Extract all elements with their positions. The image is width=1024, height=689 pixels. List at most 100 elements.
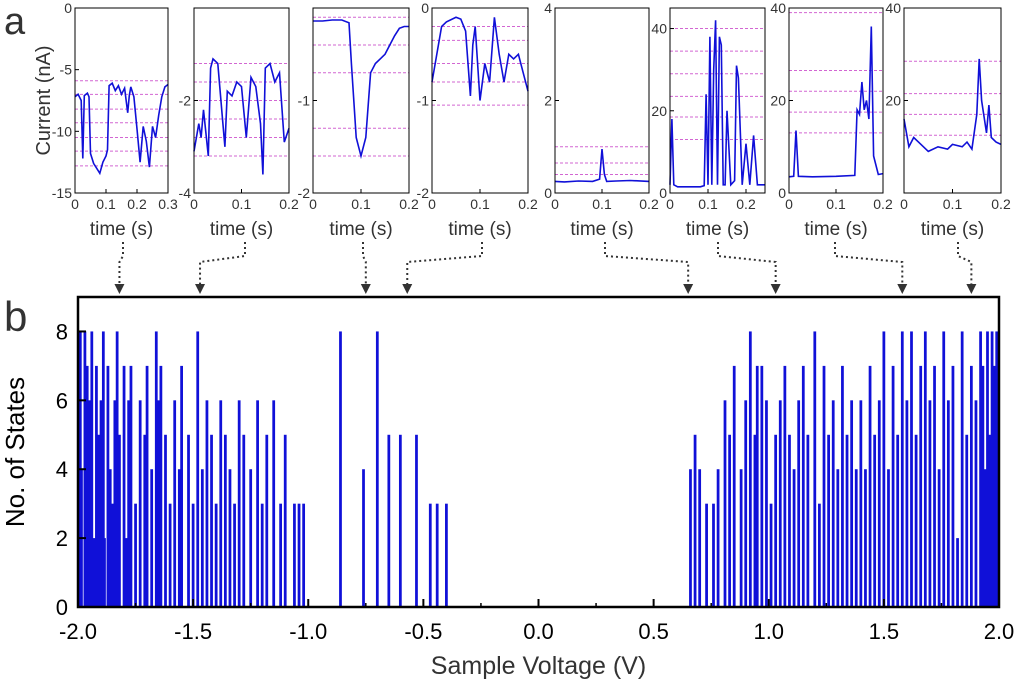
plot-frame xyxy=(74,7,169,194)
y-tick-label: 0 xyxy=(659,185,667,201)
x-axis-label: time (s) xyxy=(448,219,511,240)
histogram-bar xyxy=(716,469,720,607)
connector-arrow xyxy=(957,242,973,286)
histogram-bar xyxy=(210,434,213,607)
x-axis-label: time (s) xyxy=(570,219,633,240)
histogram-bar xyxy=(854,469,858,607)
histogram-bar xyxy=(265,434,269,607)
histogram-bar xyxy=(249,469,253,607)
y-tick-label: -2 xyxy=(298,185,311,201)
y-tick-label: 20 xyxy=(770,93,786,109)
histogram-bar xyxy=(260,503,264,607)
connector-arrow xyxy=(118,242,124,286)
x-axis-label: time (s) xyxy=(686,219,749,240)
histogram-bar xyxy=(827,434,830,607)
current-trace xyxy=(903,58,1002,153)
histogram-bar xyxy=(818,503,821,607)
histogram-bar xyxy=(732,365,736,607)
y-tick-label: -15 xyxy=(52,185,72,201)
x-tick-label: 0.2 xyxy=(399,196,419,212)
histogram-bar xyxy=(187,434,190,607)
histogram-bar xyxy=(995,331,999,607)
current-trace xyxy=(554,149,650,183)
histogram-bar xyxy=(168,503,172,607)
connector-arrow xyxy=(604,242,690,286)
histogram-bar xyxy=(845,434,849,607)
histogram-bar xyxy=(864,469,867,607)
histogram-bar xyxy=(106,365,110,607)
x-tick-label: 0 xyxy=(785,196,793,212)
arrow-head xyxy=(402,284,413,294)
current-trace xyxy=(788,26,884,178)
x-tick-label: -1.0 xyxy=(289,619,327,644)
histogram-bar xyxy=(933,365,936,607)
histogram-bar xyxy=(223,434,227,607)
histogram-bar xyxy=(801,365,805,607)
y-tick-label: 0 xyxy=(778,185,786,201)
arrow-head xyxy=(114,284,125,294)
histogram-bar xyxy=(951,365,955,607)
x-tick-label: 0 xyxy=(666,196,674,212)
x-axis-label: time (s) xyxy=(804,219,867,240)
histogram-bar xyxy=(115,331,119,607)
histogram-bar xyxy=(896,434,900,607)
histogram-bar xyxy=(813,331,817,607)
histogram-bar xyxy=(101,331,105,607)
histogram-bar xyxy=(242,434,246,607)
histogram-bar xyxy=(387,434,391,607)
y-tick-label: -2 xyxy=(417,185,430,201)
histogram-bar xyxy=(728,434,731,607)
x-tick-label: 0 xyxy=(428,196,436,212)
x-tick-label: 0 xyxy=(71,196,79,212)
histogram-bar xyxy=(159,365,163,607)
histogram-bar xyxy=(753,434,757,607)
x-tick-label: -2.0 xyxy=(59,619,97,644)
histogram-bar xyxy=(923,331,927,607)
histogram-bar xyxy=(993,365,996,607)
histogram-bar xyxy=(868,365,872,607)
x-tick-label: 0.1 xyxy=(826,196,846,212)
histogram-bar xyxy=(90,331,94,607)
histogram-bar xyxy=(99,400,103,607)
histogram-bar xyxy=(873,434,877,607)
histogram-bar xyxy=(214,503,218,607)
histogram-bar xyxy=(748,331,752,607)
x-tick-label: 1.5 xyxy=(869,619,900,644)
x-tick-label: 0.3 xyxy=(158,196,178,212)
histogram-bar xyxy=(122,365,126,607)
histogram-bar xyxy=(415,434,418,607)
histogram-bar xyxy=(990,331,994,607)
histogram-bar xyxy=(960,331,964,607)
histogram-bar xyxy=(88,400,91,607)
histogram-bar xyxy=(905,400,909,607)
y-tick-label: 4 xyxy=(56,457,68,482)
y-tick-label: -2 xyxy=(179,93,192,109)
histogram-bar xyxy=(428,503,432,607)
y-tick-label: 40 xyxy=(885,0,901,16)
histogram-bar xyxy=(362,469,365,607)
x-tick-label: 2.0 xyxy=(984,619,1015,644)
histogram-bar xyxy=(293,503,296,607)
histogram-bar xyxy=(134,503,137,607)
histogram-bar xyxy=(965,434,969,607)
histogram-bar xyxy=(143,434,147,607)
y-tick-label: -1 xyxy=(417,93,430,109)
histogram-bar xyxy=(946,400,950,607)
y-axis-label: No. of States xyxy=(0,377,30,527)
trace-panel-a8: 0 0.1 0.2 40 20 time (s) xyxy=(885,0,1011,240)
histogram-bar xyxy=(778,400,782,607)
histogram-bar xyxy=(279,503,282,607)
histogram-bar xyxy=(806,434,810,607)
histogram-bar xyxy=(272,400,276,607)
histogram-bar xyxy=(859,400,863,607)
x-tick-label: 0.2 xyxy=(127,196,147,212)
histogram-bar xyxy=(228,469,232,607)
histogram-bar xyxy=(138,400,142,607)
histogram-bar xyxy=(774,434,778,607)
y-tick-label: 40 xyxy=(651,21,667,37)
histogram-bar xyxy=(937,469,941,607)
x-tick-label: 0.0 xyxy=(523,619,554,644)
arrow-head xyxy=(966,284,977,294)
trace-panel-a4: 0 0.1 0.2 0 -1 -2 time (s) xyxy=(417,0,538,240)
